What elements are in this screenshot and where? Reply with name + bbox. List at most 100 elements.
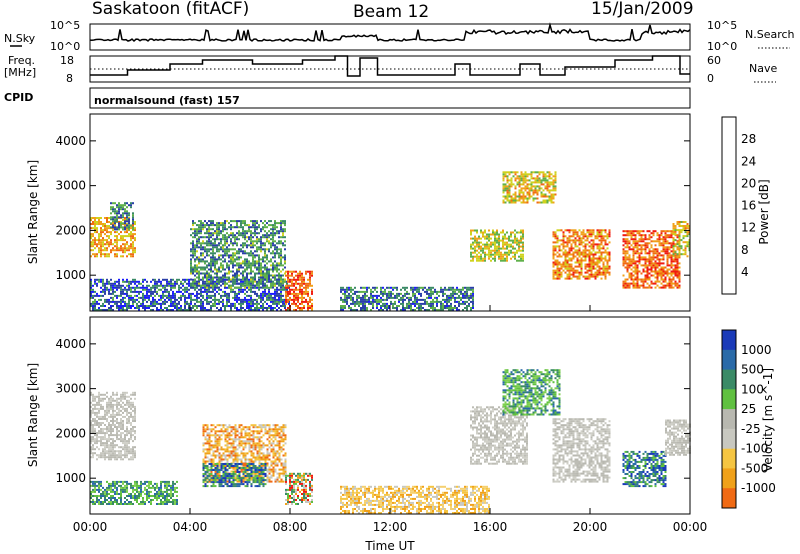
heatmap-cell (260, 286, 262, 289)
heatmap-cell (406, 290, 408, 293)
heatmap-cell (494, 245, 496, 248)
heatmap-cell (656, 232, 659, 235)
heatmap-cell (648, 264, 651, 267)
heatmap-cell (608, 267, 611, 270)
heatmap-cell (652, 230, 655, 233)
heatmap-cell (366, 307, 368, 309)
heatmap-cell (214, 230, 216, 233)
heatmap-cell (668, 286, 671, 289)
heatmap-cell (642, 270, 645, 273)
heatmap-cell (228, 268, 230, 271)
heatmap-cell (96, 434, 98, 437)
heatmap-cell (270, 278, 272, 281)
heatmap-cell (150, 305, 152, 307)
heatmap-cell (160, 298, 162, 301)
heatmap-cell (578, 241, 581, 244)
heatmap-cell (624, 258, 627, 261)
heatmap-cell (568, 263, 571, 266)
heatmap-cell (454, 292, 456, 295)
heatmap-cell (474, 251, 476, 254)
heatmap-cell (552, 271, 555, 274)
heatmap-cell (634, 242, 637, 245)
heatmap-cell (382, 286, 384, 289)
heatmap-cell (350, 296, 352, 299)
heatmap-cell (382, 302, 384, 305)
heatmap-cell (500, 257, 502, 260)
heatmap-cell (276, 242, 278, 245)
heatmap-cell (216, 282, 218, 285)
heatmap-cell (502, 177, 505, 180)
heatmap-cell (672, 247, 675, 250)
heatmap-cell (574, 233, 577, 236)
heatmap-cell (488, 229, 490, 232)
heatmap-cell (662, 258, 665, 261)
heatmap-cell (526, 199, 529, 202)
heatmap-cell (212, 302, 214, 305)
heatmap-cell (568, 239, 571, 242)
heatmap-cell (542, 175, 545, 178)
heatmap-cell (588, 233, 591, 236)
heatmap-cell (670, 274, 673, 277)
heatmap-cell (672, 270, 675, 273)
heatmap-cell (258, 280, 260, 283)
heatmap-cell (582, 233, 585, 236)
heatmap-cell (96, 407, 98, 410)
heatmap-cell (592, 241, 595, 244)
heatmap-cell (522, 179, 525, 182)
heatmap-cell (92, 430, 94, 433)
heatmap-cell (222, 260, 224, 263)
heatmap-cell (128, 280, 130, 283)
heatmap-cell (98, 237, 100, 240)
heatmap-cell (120, 302, 122, 305)
heatmap-cell (268, 292, 270, 295)
heatmap-cell (200, 224, 202, 227)
heatmap-cell (122, 280, 124, 283)
heatmap-cell (602, 229, 605, 232)
heatmap-cell (160, 280, 162, 283)
heatmap-cell (120, 235, 122, 238)
heatmap-cell (600, 235, 603, 238)
heatmap-cell (368, 300, 370, 303)
heatmap-cell (194, 266, 196, 269)
heatmap-cell (544, 199, 547, 202)
heatmap-cell (586, 237, 589, 240)
heatmap-cell (268, 276, 270, 279)
heatmap-cell (124, 251, 126, 254)
heatmap-cell (600, 257, 603, 260)
heatmap-cell (548, 185, 551, 188)
heatmap-cell (188, 282, 190, 285)
heatmap-cell (350, 298, 352, 301)
heatmap-cell (104, 233, 106, 236)
heatmap-cell (686, 231, 689, 234)
heatmap-cell (126, 284, 128, 287)
heatmap-cell (470, 229, 472, 232)
heatmap-cell (90, 282, 92, 285)
heatmap-cell (280, 284, 282, 287)
heatmap-cell (402, 300, 404, 303)
heatmap-cell (122, 300, 124, 303)
heatmap-cell (528, 173, 531, 176)
heatmap-cell (272, 302, 274, 305)
heatmap-cell (472, 237, 474, 240)
heatmap-cell (96, 278, 98, 281)
heatmap-cell (522, 199, 525, 202)
heatmap-cell (264, 290, 266, 293)
heatmap-cell (268, 278, 270, 281)
heatmap-cell (340, 286, 342, 289)
heatmap-cell (372, 305, 374, 307)
heatmap-cell (492, 229, 494, 232)
nsky-trace (89, 22, 691, 43)
heatmap-cell (252, 302, 254, 305)
heatmap-cell (303, 305, 305, 307)
heatmap-cell (104, 217, 106, 219)
heatmap-cell (210, 286, 212, 289)
heatmap-cell (552, 249, 555, 252)
heatmap-cell (124, 222, 126, 225)
heatmap-cell (600, 241, 603, 244)
heatmap-cell (518, 249, 520, 252)
heatmap-cell (301, 288, 303, 291)
heatmap-cell (564, 245, 567, 248)
heatmap-cell (670, 250, 673, 253)
heatmap-cell (274, 232, 276, 235)
heatmap-cell (246, 282, 248, 285)
